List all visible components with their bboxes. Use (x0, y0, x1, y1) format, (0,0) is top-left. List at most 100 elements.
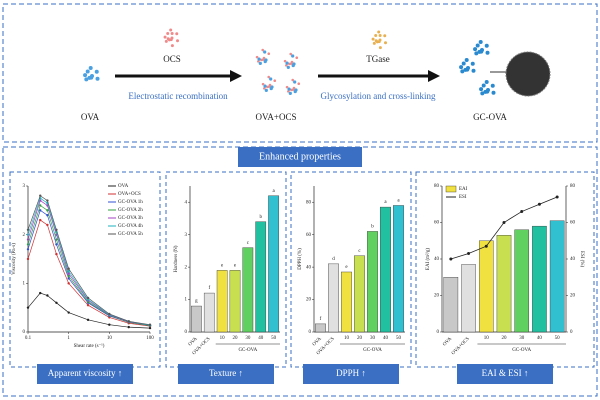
particle (166, 37, 170, 41)
y-tick-label: 60 (434, 221, 440, 226)
point (55, 243, 58, 246)
particle (273, 79, 277, 83)
legend-label: GC-OVA 3h (118, 216, 143, 221)
particle (263, 59, 267, 64)
point (520, 210, 524, 214)
particle (87, 75, 92, 80)
particle (289, 52, 292, 56)
x-tick-label: 100 (146, 336, 154, 341)
point (108, 312, 111, 316)
particle (258, 61, 262, 65)
point (86, 304, 90, 307)
caption: EAI & ESI ↑ (482, 368, 529, 378)
y-tick-label: 80 (306, 200, 312, 205)
particle (374, 39, 378, 43)
particle (286, 65, 290, 69)
particle (490, 83, 495, 88)
bar (255, 221, 267, 333)
caption-box (178, 364, 274, 384)
particle (288, 91, 292, 95)
point (555, 195, 559, 199)
point (467, 252, 471, 256)
point (108, 323, 111, 326)
particle (378, 46, 382, 50)
x-tick-label: 50 (555, 336, 561, 341)
particle (297, 82, 301, 86)
product-label: GC-OVA (473, 112, 507, 122)
y-axis-label: Viscosity (Pa·s) (12, 243, 17, 275)
particle (84, 77, 89, 82)
y-tick-label: 0 (23, 330, 26, 335)
legend-label: OVA+OCS (118, 192, 141, 197)
particle (287, 90, 290, 93)
particle (269, 86, 273, 91)
significance-letter: b (371, 225, 374, 230)
particle (255, 55, 259, 59)
particle (378, 33, 382, 37)
particle (166, 32, 170, 36)
bar (354, 255, 365, 333)
particle (461, 61, 466, 66)
significance-letter: c (358, 249, 361, 254)
significance-letter: a (384, 200, 387, 205)
particle (460, 69, 465, 74)
point (55, 252, 58, 256)
point (484, 244, 488, 248)
point (26, 248, 30, 251)
particle (477, 49, 482, 54)
legend-label: ESI (459, 195, 467, 200)
y-tick-label: 3 (23, 184, 26, 189)
point (26, 238, 30, 241)
point (39, 204, 42, 207)
point (39, 291, 42, 295)
y-tick-label: 60 (306, 233, 312, 238)
significance-letter: e (234, 263, 237, 268)
charts: Apparent viscosity ↑ 0 1 2 3 Viscosity (Pa·s)… (9, 171, 595, 384)
x-tick-label: OVA (442, 336, 453, 347)
x-tick-label: 50 (271, 336, 277, 341)
legend-label: GC-OVA 2h (118, 208, 143, 213)
y-axis-label: Hardness (N) (174, 245, 179, 272)
legend-label: GC-OVA 5h (118, 232, 143, 237)
x-tick-label: 30 (370, 336, 376, 341)
particle (372, 41, 376, 45)
bar (549, 220, 565, 333)
point (46, 223, 49, 227)
particle (263, 50, 267, 54)
y-tick-label: 40 (434, 257, 440, 262)
legend-label: OVA (118, 184, 129, 189)
particle (285, 61, 289, 65)
y-tick-label: 40 (306, 265, 312, 270)
significance-letter: b (259, 215, 262, 220)
point (55, 228, 58, 231)
particle (374, 34, 378, 38)
group-label: GC-OVA (512, 348, 531, 353)
bar (203, 292, 215, 333)
particle (264, 88, 268, 92)
section-title: Enhanced properties (259, 151, 341, 162)
x-tick-label: 10 (484, 336, 490, 341)
particle (288, 62, 291, 66)
y-tick-label: 0 (185, 330, 188, 335)
y-tick-label: 80 (434, 184, 440, 189)
x-tick-label: 40 (537, 336, 543, 341)
point (46, 199, 49, 202)
y-tick-label: 0 (309, 330, 312, 335)
bar (443, 277, 459, 333)
particle (291, 78, 294, 82)
x-tick-label: 40 (383, 336, 389, 341)
x-tick-label: 50 (396, 336, 402, 341)
product-label: OVA (81, 112, 100, 122)
particle (285, 64, 288, 67)
particle (473, 47, 478, 52)
point (537, 202, 541, 206)
particle (463, 67, 468, 72)
particle (485, 50, 490, 55)
bar (341, 271, 352, 333)
x-tick-label: OVA (312, 336, 323, 347)
particle (481, 83, 486, 88)
icons (83, 28, 551, 97)
y-tick-label: 3 (185, 233, 188, 238)
point (26, 306, 30, 309)
